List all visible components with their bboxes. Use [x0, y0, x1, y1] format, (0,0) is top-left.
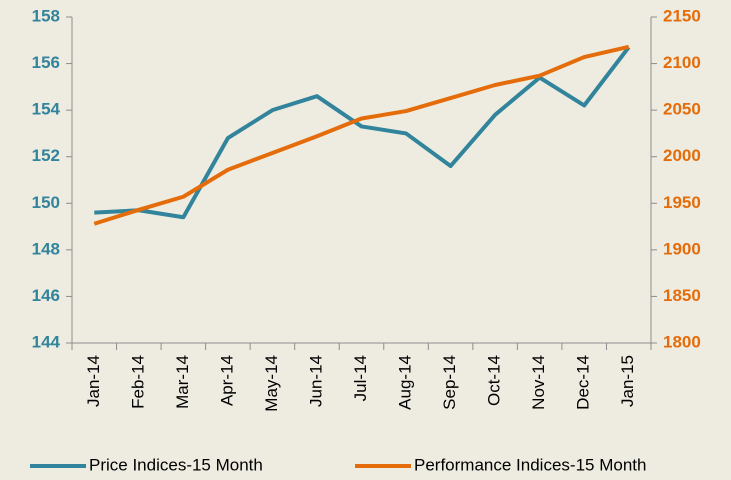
legend-label: Price Indices-15 Month: [89, 455, 263, 474]
legend-label: Performance Indices-15 Month: [414, 455, 646, 474]
series-line: [93, 44, 630, 226]
y2-tick-label: 1800: [663, 332, 701, 351]
x-tick-label: Apr-14: [217, 355, 236, 406]
x-tick-label: Aug-14: [396, 355, 415, 410]
y-tick-label: 156: [32, 53, 60, 72]
x-tick-label: Jan-14: [84, 355, 103, 407]
x-tick-label: Oct-14: [485, 355, 504, 406]
x-tick-label: Sep-14: [440, 355, 459, 410]
x-tick-label: Jul-14: [351, 355, 370, 401]
y2-tick-label: 1950: [663, 193, 701, 212]
y-tick-label: 154: [32, 100, 61, 119]
x-tick-label: Nov-14: [529, 355, 548, 410]
y-tick-label: 148: [32, 239, 60, 258]
y2-tick-label: 2100: [663, 53, 701, 72]
y-tick-label: 152: [32, 146, 60, 165]
y-tick-label: 158: [32, 6, 60, 25]
x-tick-label: Mar-14: [173, 355, 192, 409]
y2-tick-label: 1850: [663, 286, 701, 305]
y-tick-label: 150: [32, 193, 60, 212]
x-tick-label: Dec-14: [574, 355, 593, 410]
x-tick-label: Jan-15: [618, 355, 637, 407]
x-tick-label: Jun-14: [306, 355, 325, 407]
x-tick-label: May-14: [262, 355, 281, 412]
y2-tick-label: 2150: [663, 6, 701, 25]
y2-tick-label: 2000: [663, 146, 701, 165]
y2-tick-label: 1900: [663, 239, 701, 258]
x-tick-label: Feb-14: [128, 355, 147, 409]
y-tick-label: 146: [32, 286, 60, 305]
y2-tick-label: 2050: [663, 100, 701, 119]
y-tick-label: 144: [32, 332, 61, 351]
